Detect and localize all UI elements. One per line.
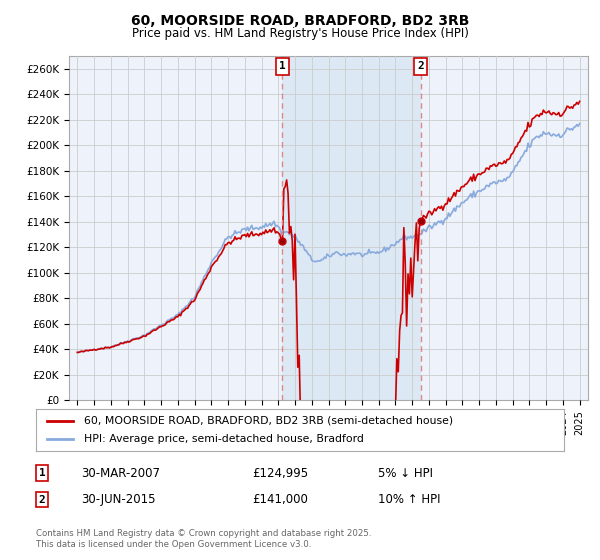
- Text: Contains HM Land Registry data © Crown copyright and database right 2025.
This d: Contains HM Land Registry data © Crown c…: [36, 529, 371, 549]
- Text: 5% ↓ HPI: 5% ↓ HPI: [378, 466, 433, 480]
- Text: HPI: Average price, semi-detached house, Bradford: HPI: Average price, semi-detached house,…: [83, 434, 364, 444]
- Text: 10% ↑ HPI: 10% ↑ HPI: [378, 493, 440, 506]
- Bar: [283, 56, 421, 400]
- Text: 2: 2: [417, 61, 424, 71]
- Text: 60, MOORSIDE ROAD, BRADFORD, BD2 3RB: 60, MOORSIDE ROAD, BRADFORD, BD2 3RB: [131, 14, 469, 28]
- Text: 30-JUN-2015: 30-JUN-2015: [81, 493, 155, 506]
- Text: £141,000: £141,000: [252, 493, 308, 506]
- Text: 60, MOORSIDE ROAD, BRADFORD, BD2 3RB (semi-detached house): 60, MOORSIDE ROAD, BRADFORD, BD2 3RB (se…: [83, 416, 452, 426]
- Text: 1: 1: [279, 61, 286, 71]
- Text: 30-MAR-2007: 30-MAR-2007: [81, 466, 160, 480]
- Text: £124,995: £124,995: [252, 466, 308, 480]
- Text: Price paid vs. HM Land Registry's House Price Index (HPI): Price paid vs. HM Land Registry's House …: [131, 27, 469, 40]
- Text: 1: 1: [38, 468, 46, 478]
- Text: 2: 2: [38, 494, 46, 505]
